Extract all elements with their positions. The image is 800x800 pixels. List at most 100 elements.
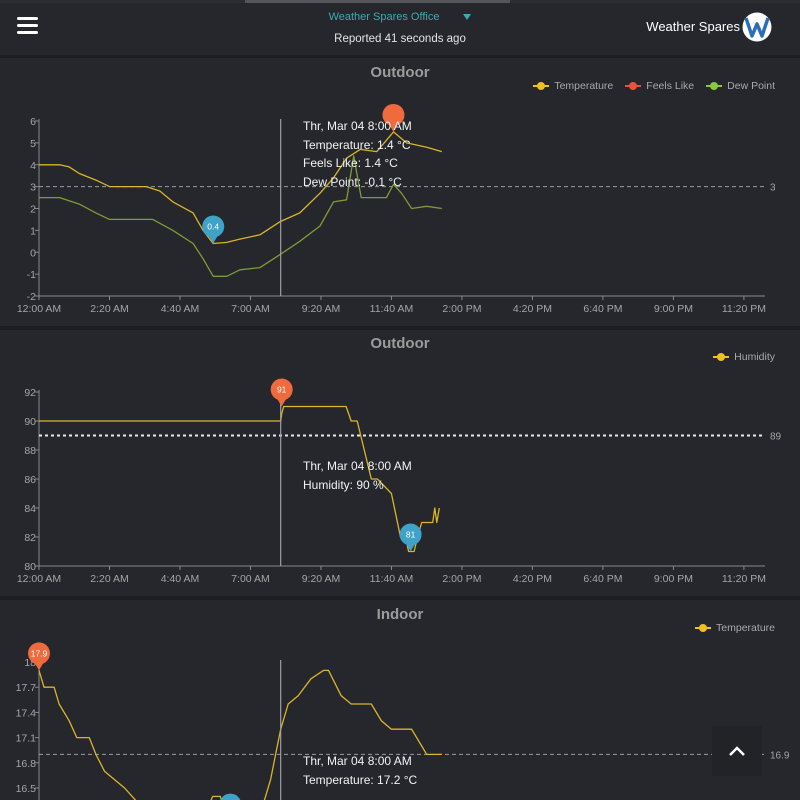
y-tick-label: 90	[24, 416, 36, 428]
weather-spares-logo-icon	[742, 12, 772, 42]
y-tick-label: 4	[30, 160, 36, 172]
dropdown-caret-icon[interactable]	[463, 14, 472, 21]
x-tick-label: 4:40 AM	[161, 573, 200, 585]
tooltip-line: Thr, Mar 04 8:00 AM	[303, 459, 412, 473]
y-tick-label: 2	[30, 204, 36, 216]
scroll-to-top-button[interactable]	[712, 726, 762, 776]
legend-label: Feels Like	[646, 80, 695, 92]
x-tick-label: 7:00 AM	[231, 573, 270, 585]
chart-legend: Humidity	[713, 351, 775, 363]
y-tick-label: 0	[30, 247, 36, 259]
max-marker[interactable]	[382, 103, 405, 132]
average-label: 89	[770, 432, 782, 443]
y-tick-label: 17.4	[16, 707, 37, 719]
legend-item[interactable]: Temperature	[533, 80, 613, 92]
x-tick-label: 2:20 AM	[90, 303, 129, 315]
marker-bubble	[382, 103, 405, 126]
y-tick-label: 16.5	[16, 783, 37, 795]
average-label: 3	[770, 183, 776, 194]
x-tick-label: 7:00 AM	[231, 303, 270, 315]
marker-bubble	[399, 523, 422, 546]
x-tick-label: 2:20 AM	[90, 573, 129, 585]
y-tick-label: 3	[30, 182, 36, 194]
tooltip-line: Temperature: 17.2 °C	[303, 772, 418, 787]
legend-swatch	[625, 82, 642, 90]
y-tick-label: 5	[30, 138, 36, 150]
x-tick-label: 11:20 PM	[722, 303, 766, 315]
x-tick-label: 6:40 PM	[583, 303, 622, 315]
y-tick-label: 80	[24, 561, 36, 573]
y-tick-label: 84	[24, 503, 36, 515]
max-marker[interactable]: 91	[270, 378, 293, 407]
x-tick-label: 9:20 AM	[302, 303, 341, 315]
chart-panel	[0, 330, 800, 596]
chart-legend: Temperature Feels Like Dew Point	[533, 80, 775, 92]
x-tick-label: 4:40 AM	[161, 303, 200, 315]
average-label: 16.9	[770, 750, 790, 761]
legend-item[interactable]: Humidity	[713, 351, 775, 363]
chevron-up-icon	[729, 746, 745, 756]
tooltip-line: Temperature: 1.4 °C	[303, 137, 411, 152]
legend-swatch	[695, 624, 712, 632]
chart-title: Outdoor	[370, 335, 430, 352]
min-marker[interactable]	[219, 793, 241, 800]
legend-label: Temperature	[716, 622, 775, 634]
legend-item[interactable]: Temperature	[695, 622, 775, 634]
chart-legend: Temperature	[695, 622, 775, 634]
legend-label: Dew Point	[727, 80, 775, 92]
y-tick-label: 6	[30, 116, 36, 128]
x-tick-label: 12:00 AM	[17, 303, 61, 315]
x-tick-label: 11:40 AM	[370, 303, 414, 315]
tooltip-line: Thr, Mar 04 8:00 AM	[303, 754, 412, 768]
chart-title: Outdoor	[370, 64, 430, 81]
hamburger-menu-icon[interactable]	[17, 17, 38, 37]
marker-label: 0.4	[207, 222, 219, 232]
tooltip-line: Feels Like: 1.4 °C	[303, 156, 398, 170]
chart-title: Indoor	[376, 606, 424, 623]
y-tick-label: -1	[27, 269, 36, 281]
legend-item[interactable]: Feels Like	[625, 80, 694, 92]
x-tick-label: 4:20 PM	[513, 303, 552, 315]
marker-bubble	[220, 793, 241, 800]
x-tick-label: 12:00 AM	[17, 573, 61, 585]
x-tick-label: 4:20 PM	[513, 573, 552, 585]
legend-item[interactable]: Dew Point	[706, 80, 775, 92]
y-tick-label: 17.1	[16, 733, 37, 745]
legend-swatch	[713, 353, 730, 361]
legend-swatch	[533, 82, 550, 90]
chart-tooltip: Thr, Mar 04 8:00 AM Temperature: 1.4 °C Fe…	[303, 117, 412, 191]
x-tick-label: 9:20 AM	[302, 573, 341, 585]
y-tick-label: 86	[24, 474, 36, 486]
max-marker[interactable]: 17.9	[28, 642, 50, 671]
location-selector[interactable]: Weather Spares Office	[0, 11, 800, 23]
y-tick-label: 18	[24, 657, 36, 669]
x-tick-label: 2:00 PM	[442, 573, 481, 585]
series-line-temperature	[39, 131, 442, 245]
tooltip-line: Humidity: 90 %	[303, 477, 384, 492]
top-scroll-thumb[interactable]	[245, 0, 510, 3]
marker-bubble	[270, 378, 293, 401]
brand-name: Weather Spares	[646, 19, 740, 34]
app-header: Weather Spares Office Reported 41 second…	[0, 3, 800, 55]
y-tick-label: 17.7	[16, 682, 37, 694]
marker-label: 91	[277, 385, 287, 395]
x-tick-label: 6:40 PM	[583, 573, 622, 585]
chart-tooltip: Thr, Mar 04 8:00 AM Temperature: 17.2 °C	[303, 752, 417, 789]
legend-swatch	[706, 82, 723, 90]
x-tick-label: 11:40 AM	[370, 573, 414, 585]
location-name[interactable]: Weather Spares Office	[328, 11, 440, 23]
series-line-humidity	[39, 405, 440, 553]
min-marker[interactable]: 81	[399, 523, 422, 552]
chart-tooltip: Thr, Mar 04 8:00 AM Humidity: 90 %	[303, 457, 412, 494]
x-tick-label: 9:00 PM	[654, 303, 693, 315]
x-tick-label: 11:20 PM	[722, 573, 766, 585]
legend-label: Humidity	[734, 351, 775, 363]
min-marker[interactable]: 0.4	[202, 215, 225, 244]
y-tick-label: 16.8	[16, 758, 37, 770]
chart-3: 16.5 16.8 17.1 17.4 17.7 18 16.9 17.9	[0, 600, 800, 800]
chart-2: 80 82 84 86 88 90 92 12:00 AM 2:20 AM 4:40 AM 7:00…	[0, 330, 800, 596]
series-line-temperature	[38, 669, 442, 800]
tooltip-line: Thr, Mar 04 8:00 AM	[303, 119, 412, 133]
x-tick-label: 9:00 PM	[654, 573, 693, 585]
marker-bubble	[28, 642, 50, 665]
